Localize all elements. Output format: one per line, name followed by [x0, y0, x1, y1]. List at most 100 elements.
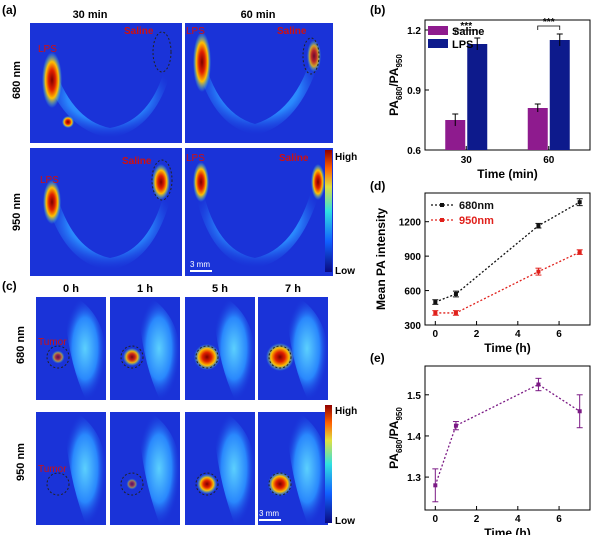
panel-a-colorbar: [325, 150, 332, 272]
pa-image-c-950nm-1: [110, 412, 180, 525]
point-0-1: [453, 423, 458, 428]
point-0-2: [536, 382, 541, 387]
y-tick-0: 300: [404, 321, 421, 332]
panel-a-label: (a): [2, 3, 17, 17]
panel-a-saline-label-950-60: Saline: [279, 153, 309, 164]
bar-saline-0: [445, 120, 466, 150]
legend-label-0: 680nm: [459, 200, 494, 212]
point-1-0: [433, 310, 438, 315]
plot-frame: [424, 365, 591, 511]
x-axis-label: Time (min): [477, 167, 537, 181]
panel-a-saline-label-680-60: Saline: [277, 26, 307, 37]
x-tick-2: 4: [515, 329, 521, 340]
panel-c-scale-text: 3 mm: [259, 509, 279, 518]
panel-a-lps-label-950-30: LPS: [40, 175, 59, 186]
panel-a-row-label-680: 680 nm: [11, 61, 23, 99]
y-axis-label: PA680/PA950: [387, 54, 404, 116]
panel-c-col-header-3: 7 h: [285, 283, 301, 295]
pa-image-c-950nm-0: Tumor: [36, 412, 106, 525]
x-tick-0: 0: [433, 329, 439, 340]
panel-c-tumor-label-0: Tumor: [38, 337, 67, 348]
panel-a-col-header-60min: 60 min: [241, 9, 276, 21]
panel-c-col-header-0: 0 h: [63, 283, 79, 295]
y-tick-2: 900: [404, 252, 421, 263]
y-tick-0: 0.6: [407, 146, 421, 157]
panel-c-col-header-2: 5 h: [212, 283, 228, 295]
series-line-0: [435, 201, 581, 303]
x-tick-3: 6: [556, 329, 562, 340]
panel-a-col-header-30min: 30 min: [73, 9, 108, 21]
panel-a-lps-label-950-60: LPS: [186, 153, 205, 164]
point-0-2: [536, 223, 541, 228]
x-tick-0: 0: [433, 514, 439, 525]
panel-c-colorbar: [325, 405, 332, 523]
pa-image-c-680nm-3: [258, 297, 328, 400]
panel-c-label: (c): [2, 279, 17, 293]
panel-c-row-label-680: 680 nm: [15, 326, 27, 364]
legend-swatch-lps: [428, 39, 448, 48]
pa-image-a-950-30min: [30, 148, 182, 276]
pa-image-c-950nm-3: [258, 412, 328, 525]
panel-a-scale-text: 3 mm: [190, 260, 210, 269]
pa-image-c-680nm-0: Tumor: [36, 297, 106, 400]
panel-a-colorbar-high: High: [335, 152, 357, 163]
y-axis-label: PA680/PA950: [387, 407, 404, 469]
plot-frame: [424, 19, 591, 151]
legend-label-1: 950nm: [459, 215, 494, 227]
plot-frame: [424, 192, 591, 326]
legend-label-saline: Saline: [452, 26, 484, 38]
panel-a-saline-label-680-30: Saline: [124, 26, 154, 37]
panel-d-label: (d): [370, 179, 385, 193]
y-tick-2: 1.5: [407, 391, 421, 402]
y-axis-label: Mean PA intensity: [374, 208, 388, 310]
panel-c-tumor-label-1: Tumor: [38, 464, 67, 475]
panel-a-saline-label-950-30: Saline: [122, 156, 152, 167]
bar-lps-0: [467, 44, 488, 150]
chart-e: 1.3 1.4 1.5 0 2 4 6 Time (h) PA680/PA950: [387, 365, 591, 540]
y-tick-3: 1200: [399, 218, 422, 229]
panel-a-row-label-950: 950 nm: [11, 193, 23, 231]
panel-a-colorbar-low: Low: [335, 266, 355, 277]
panel-a-lps-label-680: LPS: [38, 44, 57, 55]
panel-c-colorbar-low: Low: [335, 516, 355, 527]
x-axis-label: Time (h): [484, 341, 530, 355]
point-1-2: [536, 269, 541, 274]
x-tick-1: 2: [474, 514, 480, 525]
y-tick-0: 1.3: [407, 473, 421, 484]
panel-c-row-label-950: 950 nm: [15, 443, 27, 481]
x-tick-0: 30: [461, 155, 473, 166]
panel-c-col-header-1: 1 h: [137, 283, 153, 295]
x-tick-3: 6: [556, 514, 562, 525]
y-tick-2: 1.2: [407, 26, 421, 37]
panel-c-colorbar-high: High: [335, 406, 357, 417]
y-tick-1: 0.9: [407, 86, 421, 97]
significance-label-0: ***: [460, 21, 472, 32]
pa-image-a-680-60min: [185, 23, 333, 143]
point-1-1: [453, 310, 458, 315]
series-line-0: [434, 383, 581, 486]
significance-bracket-1: [537, 25, 561, 30]
pa-image-c-680nm-2: [185, 297, 255, 400]
series-line-1: [435, 251, 580, 314]
point-0-0: [433, 300, 438, 305]
pa-image-c-950nm-2: [185, 412, 255, 525]
point-1-3: [577, 250, 582, 255]
x-tick-1: 2: [474, 329, 480, 340]
panel-b-label: (b): [370, 3, 385, 17]
significance-label-1: ***: [543, 17, 555, 28]
y-tick-1: 600: [404, 287, 421, 298]
bar-saline-1: [527, 108, 548, 150]
panel-a-lps-label-680-60: LPS: [186, 26, 205, 37]
point-0-0: [433, 483, 438, 488]
legend-label-lps: LPS: [452, 39, 473, 51]
y-tick-1: 1.4: [407, 432, 421, 443]
pa-image-c-680nm-1: [110, 297, 180, 400]
pa-image-a-680-30min: [30, 23, 182, 143]
panel-e-label: (e): [370, 351, 385, 365]
point-0-3: [577, 200, 582, 205]
point-0-3: [577, 409, 582, 414]
bar-lps-1: [549, 40, 570, 150]
pa-image-a-950-60min: [185, 148, 333, 276]
